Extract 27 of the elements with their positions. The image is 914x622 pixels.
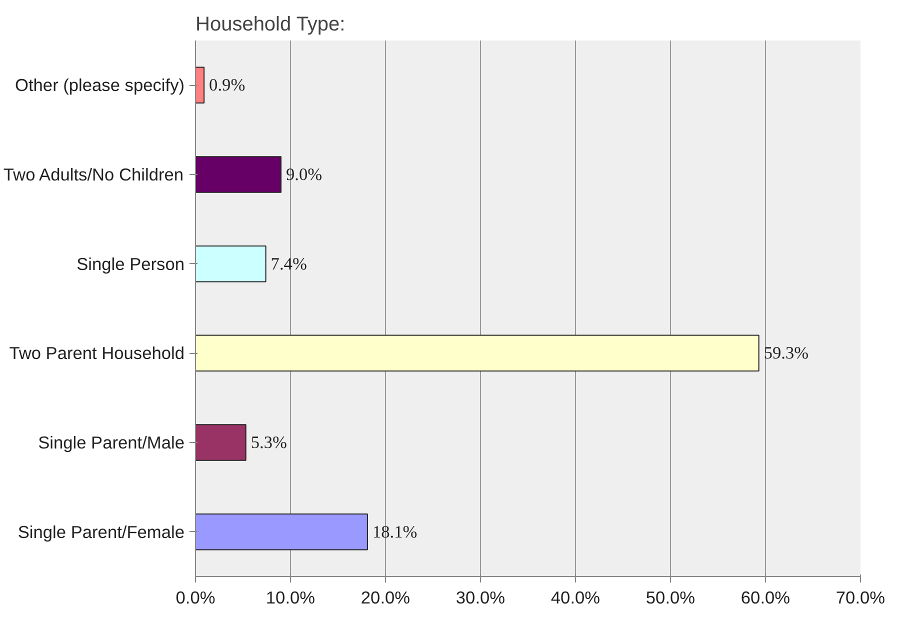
- chart-title: Household Type:: [196, 14, 346, 36]
- bar: [196, 66, 205, 104]
- data-label: 7.4%: [270, 254, 307, 274]
- x-tick-label: 20.0%: [360, 588, 410, 608]
- bar: [196, 424, 246, 461]
- x-tick-label: 0.0%: [176, 588, 216, 608]
- y-tick-label: Single Person: [76, 254, 185, 274]
- data-label: 5.3%: [250, 433, 287, 452]
- y-tick-label: Single Parent/Male: [38, 432, 185, 452]
- x-tick-label: 30.0%: [456, 588, 506, 608]
- bar: [196, 334, 760, 372]
- data-label: 59.3%: [764, 344, 809, 363]
- bar: [196, 156, 282, 193]
- bar: [196, 245, 266, 282]
- data-label: 18.1%: [372, 522, 418, 542]
- x-tick-label: 60.0%: [740, 588, 790, 608]
- data-label: 9.0%: [286, 165, 322, 184]
- data-label: 0.9%: [209, 76, 246, 95]
- y-tick-label: Two Parent Household: [9, 343, 184, 364]
- y-tick-label: Two Adults/No Children: [3, 164, 184, 184]
- x-tick-label: 70.0%: [836, 588, 886, 608]
- bar: [196, 513, 368, 550]
- y-tick-label: Single Parent/Female: [18, 522, 185, 542]
- x-tick-label: 40.0%: [550, 588, 600, 608]
- x-tick-label: 10.0%: [266, 588, 316, 608]
- x-tick-label: 50.0%: [646, 588, 696, 608]
- y-tick-label: Other (please specify): [15, 75, 184, 96]
